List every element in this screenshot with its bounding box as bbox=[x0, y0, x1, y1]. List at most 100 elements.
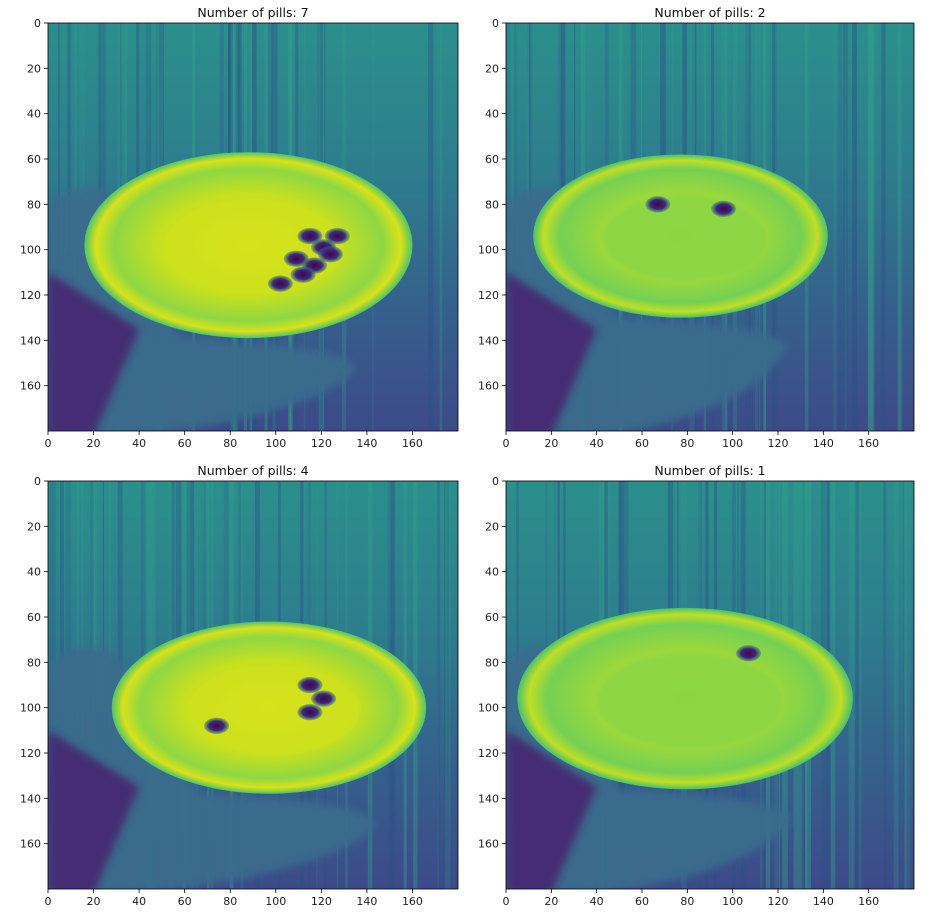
x-tick-label: 100 bbox=[722, 895, 743, 908]
pill-marker bbox=[267, 275, 293, 292]
axes-frame bbox=[505, 22, 915, 432]
pill-marker bbox=[297, 704, 323, 721]
y-tick-label: 20 bbox=[27, 62, 41, 75]
wood-streak bbox=[898, 23, 903, 431]
x-tick-label: 60 bbox=[635, 895, 649, 908]
wood-streak bbox=[437, 481, 439, 889]
y-tick-label: 20 bbox=[485, 62, 499, 75]
plate-center bbox=[187, 665, 360, 755]
x-tick-label: 40 bbox=[590, 895, 604, 908]
y-tick-label: 140 bbox=[20, 792, 41, 805]
subplot-3: 0 20 40 60 80 100 120 140 160 0 20 40 60 80 100 120 140 1… bbox=[20, 463, 459, 908]
wood-streak bbox=[868, 23, 872, 431]
subplot-title: Number of pills: 2 bbox=[654, 5, 765, 20]
x-tick-label: 60 bbox=[178, 895, 192, 908]
y-tick-label: 60 bbox=[27, 153, 41, 166]
y-tick-label: 40 bbox=[27, 566, 41, 579]
wood-streak bbox=[444, 481, 451, 889]
y-tick-label: 160 bbox=[478, 838, 499, 851]
axes-frame bbox=[47, 480, 459, 890]
y-tick-label: 80 bbox=[485, 656, 499, 669]
y-tick-label: 140 bbox=[20, 334, 41, 347]
y-tick-label: 0 bbox=[34, 475, 41, 488]
image-area bbox=[48, 481, 458, 889]
wood-streak bbox=[904, 481, 911, 889]
x-tick-label: 120 bbox=[311, 437, 332, 450]
image-area bbox=[48, 23, 458, 431]
wood-streak bbox=[833, 23, 837, 431]
y-tick-label: 40 bbox=[485, 108, 499, 121]
y-tick-label: 0 bbox=[34, 17, 41, 30]
subplot-title: Number of pills: 1 bbox=[654, 463, 765, 478]
pill-marker bbox=[297, 676, 323, 694]
pill-marker bbox=[283, 250, 309, 267]
x-tick-label: 100 bbox=[265, 437, 286, 450]
y-tick-label: 120 bbox=[478, 747, 499, 760]
x-tick-label: 160 bbox=[402, 895, 423, 908]
y-tick-label: 100 bbox=[20, 244, 41, 257]
wood-streak bbox=[428, 23, 434, 431]
x-tick-label: 100 bbox=[722, 437, 743, 450]
x-tick-label: 160 bbox=[858, 895, 879, 908]
y-tick-label: 20 bbox=[27, 520, 41, 533]
x-tick-label: 80 bbox=[680, 437, 694, 450]
wood-streak bbox=[838, 23, 843, 431]
wood-streak bbox=[437, 481, 440, 889]
x-tick-label: 0 bbox=[503, 437, 510, 450]
y-tick-label: 40 bbox=[485, 566, 499, 579]
wood-streak bbox=[902, 481, 905, 889]
y-tick-label: 120 bbox=[20, 747, 41, 760]
x-tick-label: 60 bbox=[635, 437, 649, 450]
hand-shadow bbox=[48, 272, 140, 431]
y-tick-label: 80 bbox=[27, 656, 41, 669]
hand-shadow bbox=[506, 730, 597, 889]
image-area bbox=[506, 23, 914, 431]
wood-streak bbox=[883, 481, 887, 889]
pill-marker bbox=[317, 246, 343, 263]
pill-marker bbox=[736, 645, 761, 662]
x-tick-label: 20 bbox=[87, 437, 101, 450]
hand-shadow bbox=[48, 730, 140, 889]
x-tick-label: 140 bbox=[356, 437, 377, 450]
wood-streak bbox=[867, 23, 874, 431]
pill-marker bbox=[324, 227, 350, 245]
y-tick-label: 160 bbox=[20, 838, 41, 851]
x-tick-label: 0 bbox=[45, 437, 52, 450]
x-tick-label: 120 bbox=[768, 437, 789, 450]
x-tick-label: 60 bbox=[178, 437, 192, 450]
plate-center bbox=[604, 195, 767, 281]
y-tick-label: 160 bbox=[478, 380, 499, 393]
axes-frame bbox=[47, 22, 459, 432]
y-tick-label: 160 bbox=[20, 380, 41, 393]
y-tick-label: 0 bbox=[492, 475, 499, 488]
pill-marker bbox=[645, 196, 671, 213]
y-tick-label: 120 bbox=[478, 289, 499, 302]
y-tick-label: 140 bbox=[478, 792, 499, 805]
x-tick-label: 80 bbox=[223, 437, 237, 450]
wood-streak bbox=[444, 481, 450, 889]
y-tick-label: 100 bbox=[20, 702, 41, 715]
x-tick-label: 20 bbox=[544, 437, 558, 450]
pill-marker bbox=[711, 200, 737, 218]
x-tick-label: 140 bbox=[356, 895, 377, 908]
pill-marker bbox=[290, 266, 316, 283]
y-tick-label: 40 bbox=[27, 108, 41, 121]
x-tick-label: 160 bbox=[858, 437, 879, 450]
x-tick-label: 40 bbox=[590, 437, 604, 450]
y-tick-label: 140 bbox=[478, 334, 499, 347]
wood-streak bbox=[897, 23, 902, 431]
x-tick-label: 80 bbox=[223, 895, 237, 908]
subplot-2: 0 20 40 60 80 100 120 140 160 0 20 40 60 80 100 120 140 1… bbox=[478, 5, 915, 450]
x-tick-label: 140 bbox=[813, 437, 834, 450]
subplot-1: 0 20 40 60 80 100 120 140 160 0 20 40 60 80 100 120 140 1… bbox=[20, 5, 459, 450]
wood-streak bbox=[903, 481, 906, 889]
x-tick-label: 80 bbox=[680, 895, 694, 908]
pill-marker bbox=[297, 227, 323, 245]
x-tick-label: 0 bbox=[503, 895, 510, 908]
wood-streak bbox=[893, 481, 899, 889]
y-tick-label: 100 bbox=[478, 244, 499, 257]
y-tick-label: 20 bbox=[485, 520, 499, 533]
y-tick-label: 100 bbox=[478, 702, 499, 715]
image-area bbox=[506, 481, 914, 889]
